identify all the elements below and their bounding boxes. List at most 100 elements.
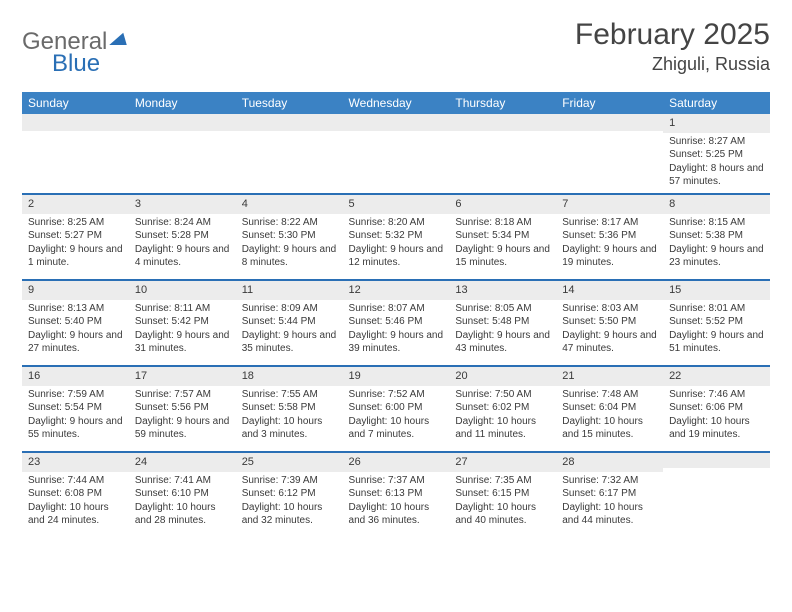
day-number: 15: [663, 279, 770, 300]
sunrise-text: Sunrise: 8:15 AM: [669, 216, 764, 230]
day-number: 17: [129, 365, 236, 386]
calendar-day-cell: [343, 114, 450, 193]
daylight-text: Daylight: 9 hours and 55 minutes.: [28, 415, 123, 442]
daylight-text: Daylight: 10 hours and 32 minutes.: [242, 501, 337, 528]
day-body: Sunrise: 8:24 AMSunset: 5:28 PMDaylight:…: [129, 214, 236, 274]
sunrise-text: Sunrise: 8:07 AM: [349, 302, 444, 316]
daylight-text: Daylight: 9 hours and 19 minutes.: [562, 243, 657, 270]
calendar-week-row: 2Sunrise: 8:25 AMSunset: 5:27 PMDaylight…: [22, 193, 770, 279]
sunrise-text: Sunrise: 8:20 AM: [349, 216, 444, 230]
day-number: 22: [663, 365, 770, 386]
day-number: [663, 451, 770, 468]
calendar-day-cell: 12Sunrise: 8:07 AMSunset: 5:46 PMDayligh…: [343, 279, 450, 365]
sunrise-text: Sunrise: 7:55 AM: [242, 388, 337, 402]
day-body: Sunrise: 8:03 AMSunset: 5:50 PMDaylight:…: [556, 300, 663, 360]
day-number: 14: [556, 279, 663, 300]
daylight-text: Daylight: 9 hours and 27 minutes.: [28, 329, 123, 356]
day-number: 21: [556, 365, 663, 386]
sunrise-text: Sunrise: 8:09 AM: [242, 302, 337, 316]
sunrise-text: Sunrise: 7:35 AM: [455, 474, 550, 488]
sunset-text: Sunset: 6:06 PM: [669, 401, 764, 415]
day-body: Sunrise: 7:48 AMSunset: 6:04 PMDaylight:…: [556, 386, 663, 446]
calendar-day-cell: 14Sunrise: 8:03 AMSunset: 5:50 PMDayligh…: [556, 279, 663, 365]
sunrise-text: Sunrise: 8:01 AM: [669, 302, 764, 316]
daylight-text: Daylight: 10 hours and 19 minutes.: [669, 415, 764, 442]
calendar-day-cell: 23Sunrise: 7:44 AMSunset: 6:08 PMDayligh…: [22, 451, 129, 537]
sunset-text: Sunset: 5:42 PM: [135, 315, 230, 329]
daylight-text: Daylight: 9 hours and 39 minutes.: [349, 329, 444, 356]
day-number: 16: [22, 365, 129, 386]
day-body: Sunrise: 7:46 AMSunset: 6:06 PMDaylight:…: [663, 386, 770, 446]
sunrise-text: Sunrise: 8:11 AM: [135, 302, 230, 316]
calendar-day-cell: [22, 114, 129, 193]
sunset-text: Sunset: 6:10 PM: [135, 487, 230, 501]
day-body: Sunrise: 7:52 AMSunset: 6:00 PMDaylight:…: [343, 386, 450, 446]
calendar-week-row: 23Sunrise: 7:44 AMSunset: 6:08 PMDayligh…: [22, 451, 770, 537]
daylight-text: Daylight: 9 hours and 43 minutes.: [455, 329, 550, 356]
daylight-text: Daylight: 9 hours and 59 minutes.: [135, 415, 230, 442]
calendar-day-cell: [236, 114, 343, 193]
calendar-table: Sunday Monday Tuesday Wednesday Thursday…: [22, 92, 770, 537]
daylight-text: Daylight: 10 hours and 28 minutes.: [135, 501, 230, 528]
sunset-text: Sunset: 5:50 PM: [562, 315, 657, 329]
sunset-text: Sunset: 6:04 PM: [562, 401, 657, 415]
location: Zhiguli, Russia: [575, 54, 770, 75]
day-number: 11: [236, 279, 343, 300]
day-number: 26: [343, 451, 450, 472]
sunset-text: Sunset: 6:15 PM: [455, 487, 550, 501]
day-body: Sunrise: 7:57 AMSunset: 5:56 PMDaylight:…: [129, 386, 236, 446]
sunset-text: Sunset: 5:32 PM: [349, 229, 444, 243]
sunrise-text: Sunrise: 7:50 AM: [455, 388, 550, 402]
day-number: 5: [343, 193, 450, 214]
sunrise-text: Sunrise: 7:44 AM: [28, 474, 123, 488]
daylight-text: Daylight: 10 hours and 15 minutes.: [562, 415, 657, 442]
sunset-text: Sunset: 6:12 PM: [242, 487, 337, 501]
day-body: Sunrise: 7:32 AMSunset: 6:17 PMDaylight:…: [556, 472, 663, 532]
calendar-day-cell: 6Sunrise: 8:18 AMSunset: 5:34 PMDaylight…: [449, 193, 556, 279]
sunrise-text: Sunrise: 7:59 AM: [28, 388, 123, 402]
day-body: Sunrise: 7:39 AMSunset: 6:12 PMDaylight:…: [236, 472, 343, 532]
logo-text-blue: Blue: [52, 50, 100, 77]
calendar-day-cell: [663, 451, 770, 537]
daylight-text: Daylight: 10 hours and 24 minutes.: [28, 501, 123, 528]
day-body: Sunrise: 8:09 AMSunset: 5:44 PMDaylight:…: [236, 300, 343, 360]
calendar-day-cell: 18Sunrise: 7:55 AMSunset: 5:58 PMDayligh…: [236, 365, 343, 451]
sunset-text: Sunset: 5:40 PM: [28, 315, 123, 329]
day-body: [129, 131, 236, 137]
day-number: 2: [22, 193, 129, 214]
daylight-text: Daylight: 10 hours and 36 minutes.: [349, 501, 444, 528]
sunrise-text: Sunrise: 7:37 AM: [349, 474, 444, 488]
calendar-day-cell: 22Sunrise: 7:46 AMSunset: 6:06 PMDayligh…: [663, 365, 770, 451]
header: GeneralBlue February 2025 Zhiguli, Russi…: [22, 18, 770, 78]
day-body: Sunrise: 7:37 AMSunset: 6:13 PMDaylight:…: [343, 472, 450, 532]
sunset-text: Sunset: 6:17 PM: [562, 487, 657, 501]
calendar-day-cell: 11Sunrise: 8:09 AMSunset: 5:44 PMDayligh…: [236, 279, 343, 365]
weekday-header: Tuesday: [236, 92, 343, 114]
sunset-text: Sunset: 6:08 PM: [28, 487, 123, 501]
sunrise-text: Sunrise: 8:27 AM: [669, 135, 764, 149]
day-number: [236, 114, 343, 131]
weekday-header: Saturday: [663, 92, 770, 114]
logo: GeneralBlue: [22, 18, 127, 78]
sunset-text: Sunset: 5:27 PM: [28, 229, 123, 243]
sunset-text: Sunset: 6:00 PM: [349, 401, 444, 415]
daylight-text: Daylight: 10 hours and 11 minutes.: [455, 415, 550, 442]
sunset-text: Sunset: 5:56 PM: [135, 401, 230, 415]
day-number: 9: [22, 279, 129, 300]
daylight-text: Daylight: 10 hours and 3 minutes.: [242, 415, 337, 442]
day-body: Sunrise: 8:22 AMSunset: 5:30 PMDaylight:…: [236, 214, 343, 274]
day-body: Sunrise: 8:18 AMSunset: 5:34 PMDaylight:…: [449, 214, 556, 274]
calendar-day-cell: 2Sunrise: 8:25 AMSunset: 5:27 PMDaylight…: [22, 193, 129, 279]
calendar-day-cell: 10Sunrise: 8:11 AMSunset: 5:42 PMDayligh…: [129, 279, 236, 365]
daylight-text: Daylight: 10 hours and 40 minutes.: [455, 501, 550, 528]
day-number: 3: [129, 193, 236, 214]
sunset-text: Sunset: 5:30 PM: [242, 229, 337, 243]
calendar-day-cell: 28Sunrise: 7:32 AMSunset: 6:17 PMDayligh…: [556, 451, 663, 537]
day-body: [556, 131, 663, 137]
calendar-week-row: 1Sunrise: 8:27 AMSunset: 5:25 PMDaylight…: [22, 114, 770, 193]
sunrise-text: Sunrise: 7:57 AM: [135, 388, 230, 402]
day-body: Sunrise: 7:35 AMSunset: 6:15 PMDaylight:…: [449, 472, 556, 532]
calendar-day-cell: 1Sunrise: 8:27 AMSunset: 5:25 PMDaylight…: [663, 114, 770, 193]
daylight-text: Daylight: 9 hours and 31 minutes.: [135, 329, 230, 356]
day-body: Sunrise: 7:55 AMSunset: 5:58 PMDaylight:…: [236, 386, 343, 446]
